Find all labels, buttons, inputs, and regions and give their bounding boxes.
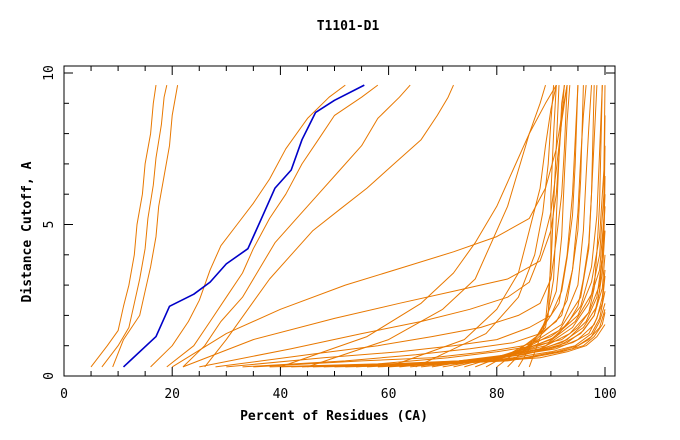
tick-layer: 0 20 40 60 80 100 0 5 10 [42, 65, 617, 402]
x-tick-label: 0 [60, 387, 68, 402]
x-axis-label: Percent of Residues (CA) [240, 409, 428, 424]
series-line-6 [182, 84, 411, 368]
x-tick-label: 60 [381, 387, 397, 402]
y-axis-label: Distance Cutoff, A [20, 161, 35, 302]
series-line-10 [199, 85, 568, 368]
series-line-11 [215, 85, 568, 368]
series-line-3 [112, 85, 179, 368]
series-line-5 [166, 84, 379, 368]
series-line-30 [431, 85, 606, 368]
series-line-36 [496, 85, 571, 368]
series-line-12 [226, 85, 579, 368]
x-tick-label: 100 [593, 387, 616, 402]
chart-title: T1101-D1 [317, 19, 380, 34]
x-tick-label: 20 [164, 387, 180, 402]
series-line-38 [517, 85, 560, 368]
series-line-42 [280, 84, 557, 368]
y-tick-label: 10 [42, 65, 57, 81]
plot-frame [63, 65, 616, 377]
y-tick-label: 0 [42, 372, 57, 380]
series-line-7 [204, 84, 454, 368]
series-line-highlight [122, 84, 365, 368]
series-line-9 [182, 85, 565, 368]
series-layer [90, 84, 606, 368]
series-line-8 [171, 85, 568, 368]
y-tick-label: 5 [42, 221, 57, 229]
series-line-31 [442, 85, 603, 368]
series-line-27 [399, 175, 606, 368]
series-line-1 [90, 85, 157, 368]
x-tick-label: 80 [489, 387, 505, 402]
series-line-37 [507, 85, 565, 368]
series-line-2 [101, 84, 168, 368]
series-line-40 [388, 84, 557, 368]
series-line-43 [307, 84, 546, 368]
series-line-41 [415, 85, 555, 368]
series-line-39 [528, 85, 557, 368]
series-line-34 [475, 85, 587, 368]
series-line-4 [150, 84, 346, 368]
series-line-33 [464, 85, 592, 368]
x-tick-label: 40 [273, 387, 289, 402]
